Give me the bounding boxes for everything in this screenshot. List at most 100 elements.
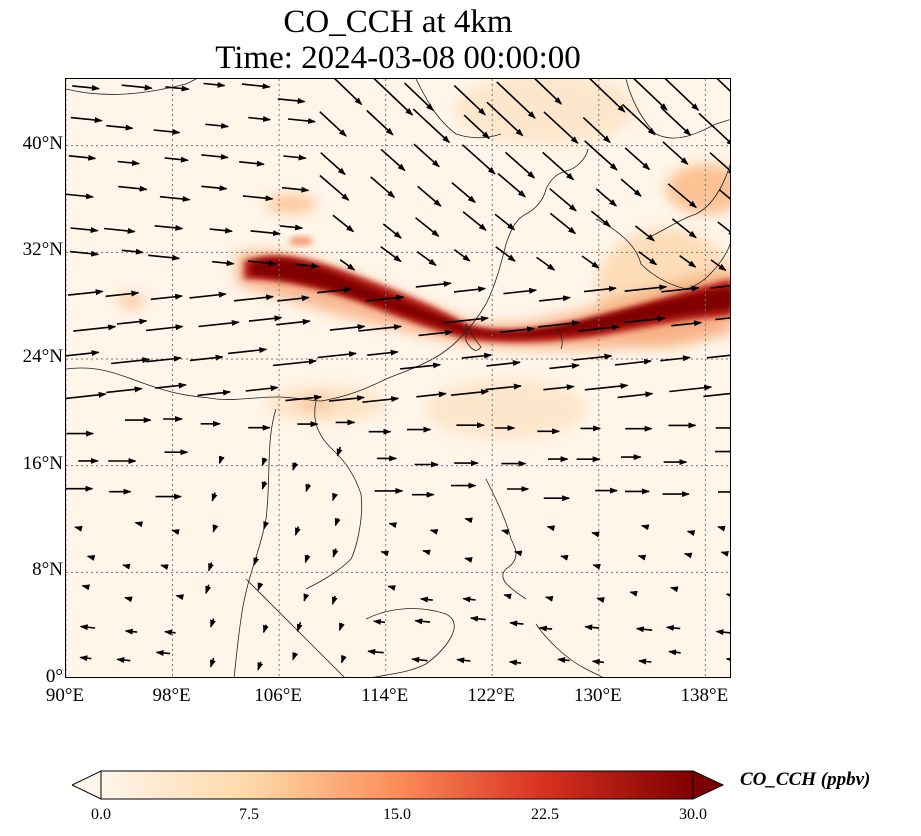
wind-arrow <box>429 528 439 535</box>
wind-arrow <box>717 221 730 237</box>
wind-arrow <box>117 159 140 166</box>
wind-arrow <box>637 554 647 561</box>
wind-arrow <box>638 658 652 665</box>
wind-arrow <box>725 592 730 599</box>
wind-arrow <box>620 178 642 197</box>
wind-arrow <box>294 526 301 536</box>
wind-arrow <box>295 262 320 269</box>
wind-arrow <box>638 251 658 266</box>
wind-arrow <box>175 594 185 601</box>
lat-tick-label: 8°N <box>32 559 63 581</box>
wind-arrow <box>320 152 346 176</box>
co-plume-band <box>236 236 730 350</box>
wind-arrow <box>679 255 697 268</box>
wind-arrow <box>373 79 414 116</box>
wind-arrow <box>197 389 231 397</box>
wind-arrow <box>111 357 151 365</box>
wind-arrow <box>146 324 184 332</box>
wind-arrow <box>499 326 536 333</box>
wind-arrow <box>365 294 405 302</box>
wind-arrow <box>116 318 148 325</box>
wind-arrow <box>662 141 689 165</box>
wind-arrow <box>596 597 605 603</box>
lon-tick-label: 106°E <box>254 685 302 706</box>
wind-arrow <box>148 254 181 261</box>
wind-arrow <box>669 384 713 393</box>
wind-arrow <box>664 79 700 111</box>
wind-arrow <box>203 81 226 88</box>
wind-arrow <box>134 521 144 528</box>
wind-arrow <box>257 661 264 671</box>
wind-arrow <box>218 455 225 465</box>
wind-arrow <box>283 154 307 161</box>
wind-arrow <box>710 259 727 272</box>
wind-arrow <box>400 362 442 370</box>
wind-arrow <box>513 550 523 557</box>
wind-arrow <box>189 354 224 362</box>
wind-arrow <box>68 289 104 296</box>
wind-arrow <box>640 524 650 531</box>
wind-arrow <box>485 383 522 391</box>
lon-tick-label: 130°E <box>573 685 622 706</box>
wind-arrow <box>670 586 679 593</box>
wind-arrow <box>239 160 265 167</box>
coastlines <box>66 79 730 677</box>
lat-tick-label: 24°N <box>22 346 63 367</box>
wind-arrow <box>709 152 730 176</box>
wind-arrow <box>103 227 136 234</box>
wind-arrow <box>210 618 216 628</box>
colorbar-tick-3: 22.5 <box>531 806 559 823</box>
wind-arrow <box>380 550 390 557</box>
wind-arrow <box>367 349 399 356</box>
wind-arrow <box>198 319 240 328</box>
wind-arrow <box>245 385 279 392</box>
wind-arrow <box>228 347 268 355</box>
map-time-subtitle: Time: 2024-03-08 00:00:00 <box>215 40 581 76</box>
wind-arrow <box>372 618 386 625</box>
wind-arrow <box>201 185 228 192</box>
wind-arrow <box>671 320 703 327</box>
wind-arrow <box>66 391 107 400</box>
wind-arrow <box>79 624 96 631</box>
wind-arrow <box>212 524 219 533</box>
wind-arrow <box>277 97 306 104</box>
colorbar-tick-1: 7.5 <box>239 806 259 823</box>
wind-arrow <box>160 564 169 571</box>
wind-arrow <box>413 143 440 168</box>
wind-arrow <box>106 124 134 131</box>
wind-arrow <box>716 79 730 92</box>
wind-arrow <box>66 193 94 200</box>
wind-arrow <box>461 144 496 175</box>
wind-arrow <box>248 315 283 322</box>
wind-arrow <box>159 195 191 202</box>
colorbar-min-extend <box>72 770 102 800</box>
wind-arrow <box>272 358 317 367</box>
wind-arrow <box>494 213 516 231</box>
map-gridlines <box>66 79 730 677</box>
lat-tick-label: 40°N <box>22 132 63 154</box>
wind-arrow <box>453 248 471 262</box>
wind-arrow <box>534 79 563 105</box>
wind-arrow <box>718 188 730 200</box>
lat-tick-label: 16°N <box>22 452 63 474</box>
wind-arrow <box>358 324 402 332</box>
wind-arrow <box>304 554 311 564</box>
wind-arrow <box>543 384 575 391</box>
wind-arrow <box>549 188 577 212</box>
wind-arrow <box>486 101 524 137</box>
wind-arrow <box>538 625 553 632</box>
wind-arrow <box>629 590 638 597</box>
wind-arrow <box>340 655 347 664</box>
wind-arrow <box>504 151 536 179</box>
wind-arrow <box>698 112 730 147</box>
wind-arrow <box>463 114 490 140</box>
wind-arrow <box>332 492 338 502</box>
wind-arrow <box>624 284 668 292</box>
wind-arrow <box>715 317 730 321</box>
wind-arrow <box>683 552 693 559</box>
wind-arrow <box>497 172 526 198</box>
wind-arrow <box>595 188 618 207</box>
wind-arrow <box>257 582 264 591</box>
wind-vectors <box>66 79 730 671</box>
wind-arrow <box>70 116 103 123</box>
